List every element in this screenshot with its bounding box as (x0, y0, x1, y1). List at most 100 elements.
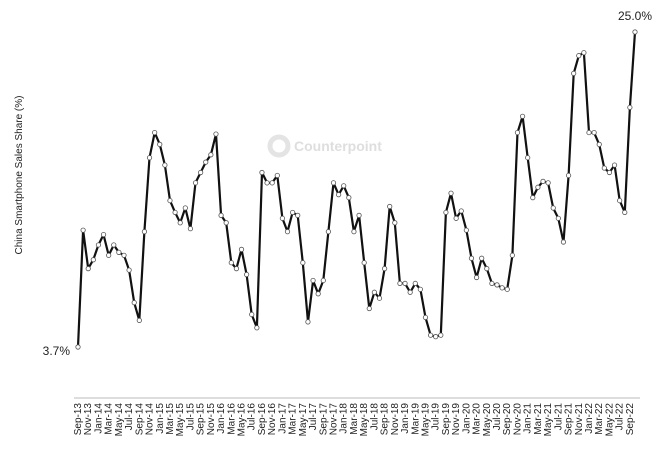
x-tick-label: Nov-20 (512, 403, 523, 436)
watermark: Counterpoint (294, 138, 382, 154)
point (351, 229, 357, 235)
point (106, 252, 112, 258)
point (525, 155, 531, 161)
x-tick-label: Mar-19 (410, 403, 421, 435)
point (591, 129, 597, 136)
x-tick-label: Jul-16 (247, 403, 258, 431)
x-tick-label: Nov-13 (83, 403, 94, 436)
point (157, 141, 163, 147)
point (284, 229, 291, 235)
point (325, 229, 331, 235)
point (172, 209, 178, 216)
point (162, 162, 168, 168)
point (315, 291, 321, 297)
point (622, 209, 628, 216)
point (290, 209, 296, 216)
point (514, 129, 521, 136)
point (274, 172, 280, 179)
point (611, 162, 618, 168)
x-tick-label: Nov-14 (145, 403, 156, 436)
point (427, 332, 434, 338)
point (632, 29, 638, 35)
x-tick-label: Jul-21 (553, 403, 564, 431)
point (116, 249, 122, 255)
x-tick-label: Mar-14 (104, 403, 115, 435)
point (433, 334, 439, 340)
point (152, 129, 158, 136)
x-tick-label: Jan-22 (584, 403, 595, 434)
x-tick-label: Jan-14 (93, 403, 104, 434)
x-tick-label: Mar-15 (165, 403, 176, 435)
x-tick-label: Jul-18 (369, 403, 380, 431)
line (76, 31, 637, 348)
point (233, 266, 240, 272)
x-tick-label: Jul-17 (308, 403, 319, 431)
point (126, 267, 132, 273)
point (100, 232, 107, 238)
x-tick-label: May-18 (359, 403, 370, 437)
point (346, 195, 352, 201)
point (550, 205, 556, 211)
x-tick-label: Mar-21 (533, 403, 544, 435)
point (560, 239, 567, 245)
x-tick-label: Nov-15 (206, 403, 217, 436)
x-tick-label: Sep-13 (73, 403, 84, 436)
point (305, 319, 311, 325)
point (213, 131, 219, 137)
point (146, 155, 153, 161)
point (85, 266, 91, 272)
point (361, 260, 367, 266)
point (601, 165, 607, 171)
point (187, 226, 194, 232)
point (75, 344, 81, 350)
x-tick-label: Nov-18 (390, 403, 401, 436)
point (489, 280, 495, 287)
point (392, 220, 398, 226)
point (208, 152, 214, 158)
x-tick-label: May-17 (298, 403, 309, 437)
point (581, 50, 587, 56)
x-tick-label: Jan-18 (339, 403, 350, 434)
x-tick-label: Sep-14 (134, 403, 145, 436)
point (95, 242, 102, 248)
point (555, 215, 561, 221)
point (336, 192, 342, 198)
point (310, 277, 316, 284)
x-tick-label: Sep-21 (564, 403, 575, 436)
x-tick-label: Mar-22 (594, 403, 605, 435)
x-tick-label: Sep-15 (196, 403, 207, 436)
point (397, 280, 403, 287)
point (412, 280, 418, 287)
x-tick-label: Mar-18 (349, 403, 360, 435)
point (254, 325, 260, 331)
point (131, 300, 137, 306)
point (203, 159, 209, 165)
point (366, 305, 372, 312)
point (341, 183, 347, 189)
value-label: 25.0% (618, 9, 652, 23)
x-tick-label: Sep-19 (441, 403, 452, 436)
point (330, 180, 337, 186)
point (167, 197, 173, 204)
point (443, 209, 449, 216)
x-tick-label: Jul-20 (492, 403, 503, 431)
point (402, 280, 408, 287)
watermark-logo (267, 134, 291, 158)
point (223, 220, 229, 226)
point (468, 255, 475, 261)
x-tick-label: Nov-16 (267, 403, 278, 436)
x-tick-label: Jan-15 (155, 403, 166, 434)
point (238, 246, 245, 252)
point (617, 197, 623, 204)
x-tick-label: Jan-19 (400, 403, 411, 434)
point (586, 129, 592, 136)
point (218, 212, 224, 218)
point (141, 229, 148, 235)
point (494, 282, 500, 288)
point (473, 274, 480, 281)
point (111, 242, 117, 248)
point (279, 215, 285, 221)
point (540, 178, 546, 184)
x-tick-label: Mar-20 (472, 403, 483, 435)
